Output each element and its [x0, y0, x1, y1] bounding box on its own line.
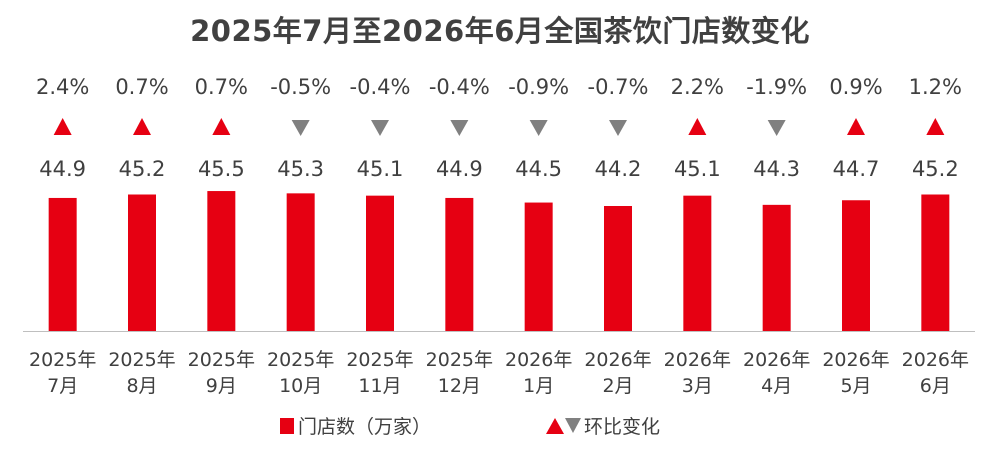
- x-tick-label-month: 6月: [920, 375, 951, 397]
- bar-value-label: 45.5: [198, 157, 245, 181]
- x-tick-label-year: 2025年: [346, 349, 413, 371]
- change-up-marker: [926, 118, 945, 135]
- change-down-marker: [609, 120, 627, 136]
- bar-value-label: 44.9: [39, 157, 86, 181]
- change-up-marker: [847, 118, 865, 135]
- change-down-marker: [767, 120, 786, 136]
- x-tick-label-year: 2025年: [29, 349, 96, 371]
- bar: [842, 200, 870, 331]
- change-down-marker: [291, 120, 310, 136]
- bar-value-label: 45.2: [119, 157, 166, 181]
- change-value-label: -0.4%: [350, 75, 411, 99]
- x-tick-label-month: 9月: [206, 375, 237, 397]
- bar-value-label: 45.2: [912, 157, 959, 181]
- change-value-label: -0.4%: [429, 75, 490, 99]
- x-tick-label-month: 4月: [761, 375, 792, 397]
- change-value-label: 0.9%: [829, 75, 882, 99]
- bar-value-label: 44.2: [595, 157, 642, 181]
- change-up-marker: [53, 118, 72, 135]
- x-tick-label-year: 2025年: [108, 349, 175, 371]
- legend-bar-label: 门店数（万家）: [298, 416, 432, 438]
- change-value-label: 0.7%: [115, 75, 168, 99]
- bar-value-label: 44.3: [753, 157, 800, 181]
- x-tick-label-year: 2025年: [188, 349, 255, 371]
- x-tick-label-month: 12月: [438, 375, 481, 397]
- bar-value-label: 44.7: [833, 157, 880, 181]
- x-tick-label-month: 8月: [126, 375, 157, 397]
- bar: [366, 195, 394, 331]
- x-tick-label-month: 10月: [279, 375, 322, 397]
- bar-value-label: 45.1: [357, 157, 404, 181]
- bar: [286, 193, 315, 331]
- chart-title: 2025年7月至2026年6月全国茶饮门店数变化: [190, 14, 810, 48]
- change-down-marker: [371, 120, 389, 136]
- bar: [445, 197, 474, 331]
- change-up-marker: [133, 118, 151, 135]
- change-value-label: -0.7%: [588, 75, 649, 99]
- bar: [207, 191, 236, 331]
- x-tick-label-year: 2026年: [822, 349, 889, 371]
- x-tick-label-year: 2025年: [267, 349, 334, 371]
- bar-value-label: 45.3: [277, 157, 324, 181]
- change-value-label: 0.7%: [195, 75, 248, 99]
- bar: [921, 194, 950, 331]
- bar-value-label: 45.1: [674, 157, 721, 181]
- x-tick-label-year: 2026年: [505, 349, 572, 371]
- bar: [604, 206, 632, 331]
- bar: [524, 202, 553, 331]
- change-value-label: 2.4%: [36, 75, 89, 99]
- change-down-marker: [529, 120, 548, 136]
- change-up-marker: [212, 118, 231, 135]
- bar: [128, 194, 156, 331]
- bar: [762, 204, 791, 331]
- legend-down-triangle-icon: [565, 418, 581, 433]
- bar: [683, 195, 712, 331]
- legend-up-triangle-icon: [546, 417, 564, 434]
- x-tick-label-month: 5月: [840, 375, 871, 397]
- legend-bars: 门店数（万家）: [280, 412, 431, 439]
- bar-value-label: 44.5: [515, 157, 562, 181]
- x-tick-label-month: 7月: [47, 375, 78, 397]
- x-tick-label-year: 2026年: [664, 349, 731, 371]
- x-tick-label-year: 2025年: [426, 349, 493, 371]
- change-value-label: -0.5%: [270, 75, 331, 99]
- x-tick-label-month: 11月: [358, 375, 401, 397]
- x-tick-label-year: 2026年: [743, 349, 810, 371]
- x-tick-label-month: 1月: [523, 375, 554, 397]
- bar: [48, 197, 77, 331]
- x-tick-label-year: 2026年: [902, 349, 969, 371]
- change-down-marker: [450, 120, 469, 136]
- legend-marker-label: 环比变化: [584, 416, 661, 438]
- legend-markers: 环比变化: [546, 412, 660, 439]
- change-value-label: -0.9%: [508, 75, 569, 99]
- change-up-marker: [688, 118, 707, 135]
- legend-bar-swatch: [280, 417, 294, 434]
- change-value-label: -1.9%: [746, 75, 807, 99]
- x-tick-label-year: 2026年: [584, 349, 651, 371]
- change-value-label: 1.2%: [909, 75, 962, 99]
- x-tick-label-month: 3月: [682, 375, 713, 397]
- bar-value-label: 44.9: [436, 157, 483, 181]
- change-value-label: 2.2%: [671, 75, 724, 99]
- x-tick-label-month: 2月: [602, 375, 633, 397]
